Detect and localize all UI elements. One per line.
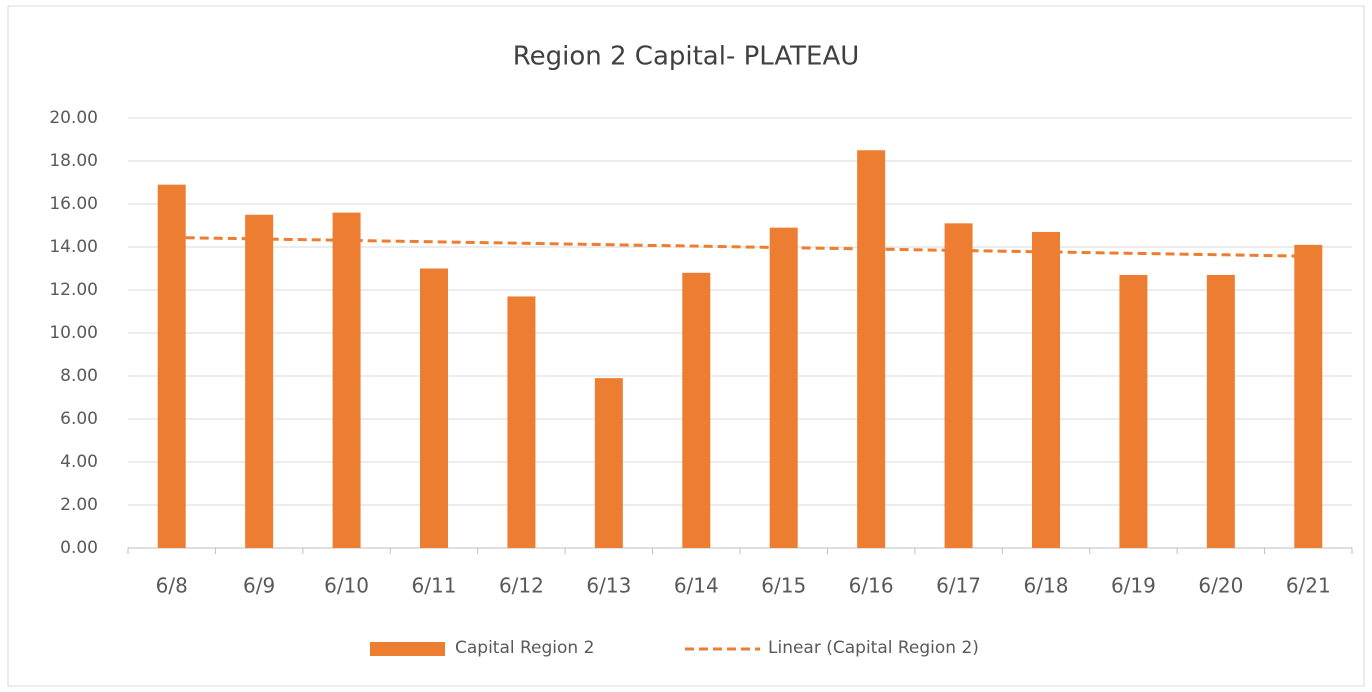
y-tick-label: 4.00 (60, 452, 98, 472)
bar (769, 227, 798, 548)
trendline (171, 235, 1309, 258)
y-tick-label: 20.00 (49, 108, 98, 128)
legend-label: Capital Region 2 (455, 638, 594, 658)
legend-swatch (370, 642, 445, 656)
bar (594, 378, 623, 548)
x-tick-label: 6/8 (156, 574, 188, 598)
y-tick-label: 18.00 (49, 151, 98, 171)
bar (1294, 244, 1323, 548)
x-tick-label: 6/20 (1198, 574, 1243, 598)
x-tick-label: 6/14 (674, 574, 719, 598)
bar (857, 150, 886, 548)
x-tick-label: 6/13 (586, 574, 631, 598)
bar (1032, 231, 1060, 548)
bar (157, 184, 186, 548)
x-tick-label: 6/11 (412, 574, 457, 598)
y-tick-label: 12.00 (49, 280, 98, 300)
bar (682, 272, 711, 548)
chart-title: Region 2 Capital- PLATEAU (513, 42, 860, 72)
y-tick-label: 6.00 (60, 409, 98, 429)
bar (1119, 274, 1148, 548)
bar (507, 296, 536, 548)
bar (420, 268, 448, 548)
x-tick-label: 6/15 (761, 574, 806, 598)
x-tick-label: 6/21 (1286, 574, 1331, 598)
bar (1206, 274, 1235, 548)
x-tick-label: 6/10 (324, 574, 369, 598)
x-tick-label: 6/17 (936, 574, 981, 598)
y-tick-label: 10.00 (49, 323, 98, 343)
y-tick-label: 0.00 (60, 538, 98, 558)
y-tick-label: 8.00 (60, 366, 98, 386)
bar (245, 214, 274, 548)
legend-label: Linear (Capital Region 2) (768, 638, 979, 658)
bar (944, 223, 973, 548)
x-tick-label: 6/9 (243, 574, 275, 598)
x-tick-label: 6/16 (849, 574, 894, 598)
x-tick-label: 6/12 (499, 574, 544, 598)
y-tick-label: 16.00 (49, 194, 98, 214)
x-tick-label: 6/19 (1111, 574, 1156, 598)
bar (332, 212, 361, 548)
y-tick-label: 2.00 (60, 495, 98, 515)
x-tick-label: 6/18 (1024, 574, 1069, 598)
y-tick-label: 14.00 (49, 237, 98, 257)
